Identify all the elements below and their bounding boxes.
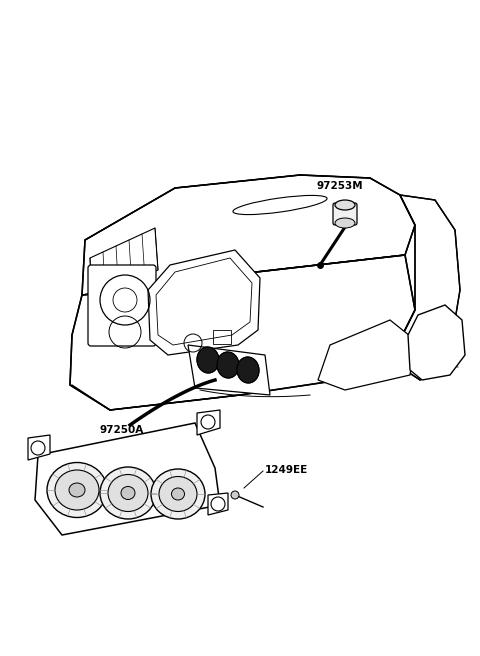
Polygon shape [70, 255, 415, 410]
Circle shape [31, 441, 45, 455]
FancyBboxPatch shape [88, 265, 156, 346]
Polygon shape [148, 250, 260, 355]
Text: 97253M: 97253M [317, 181, 363, 191]
Ellipse shape [121, 487, 135, 499]
Polygon shape [82, 175, 415, 295]
Circle shape [231, 491, 239, 499]
Text: 97250A: 97250A [100, 425, 144, 435]
Circle shape [211, 497, 225, 511]
Polygon shape [208, 493, 228, 515]
Ellipse shape [335, 200, 355, 210]
Ellipse shape [108, 474, 148, 512]
Ellipse shape [335, 218, 355, 228]
FancyBboxPatch shape [333, 203, 357, 225]
Polygon shape [408, 305, 465, 380]
Polygon shape [197, 410, 220, 435]
Polygon shape [318, 320, 415, 390]
Polygon shape [28, 435, 50, 460]
Ellipse shape [237, 357, 259, 383]
Ellipse shape [171, 488, 184, 500]
Bar [213, 330, 231, 344]
Ellipse shape [217, 352, 239, 378]
Polygon shape [35, 423, 220, 535]
Polygon shape [188, 345, 270, 395]
Ellipse shape [237, 357, 259, 383]
Ellipse shape [217, 352, 239, 378]
Text: 1249EE: 1249EE [265, 465, 308, 475]
Polygon shape [390, 195, 460, 380]
Ellipse shape [151, 469, 205, 519]
Ellipse shape [47, 462, 107, 518]
Ellipse shape [197, 347, 219, 373]
Circle shape [201, 415, 215, 429]
Ellipse shape [55, 470, 99, 510]
Ellipse shape [159, 476, 197, 512]
Ellipse shape [69, 483, 85, 497]
Ellipse shape [197, 347, 219, 373]
Ellipse shape [100, 467, 156, 519]
